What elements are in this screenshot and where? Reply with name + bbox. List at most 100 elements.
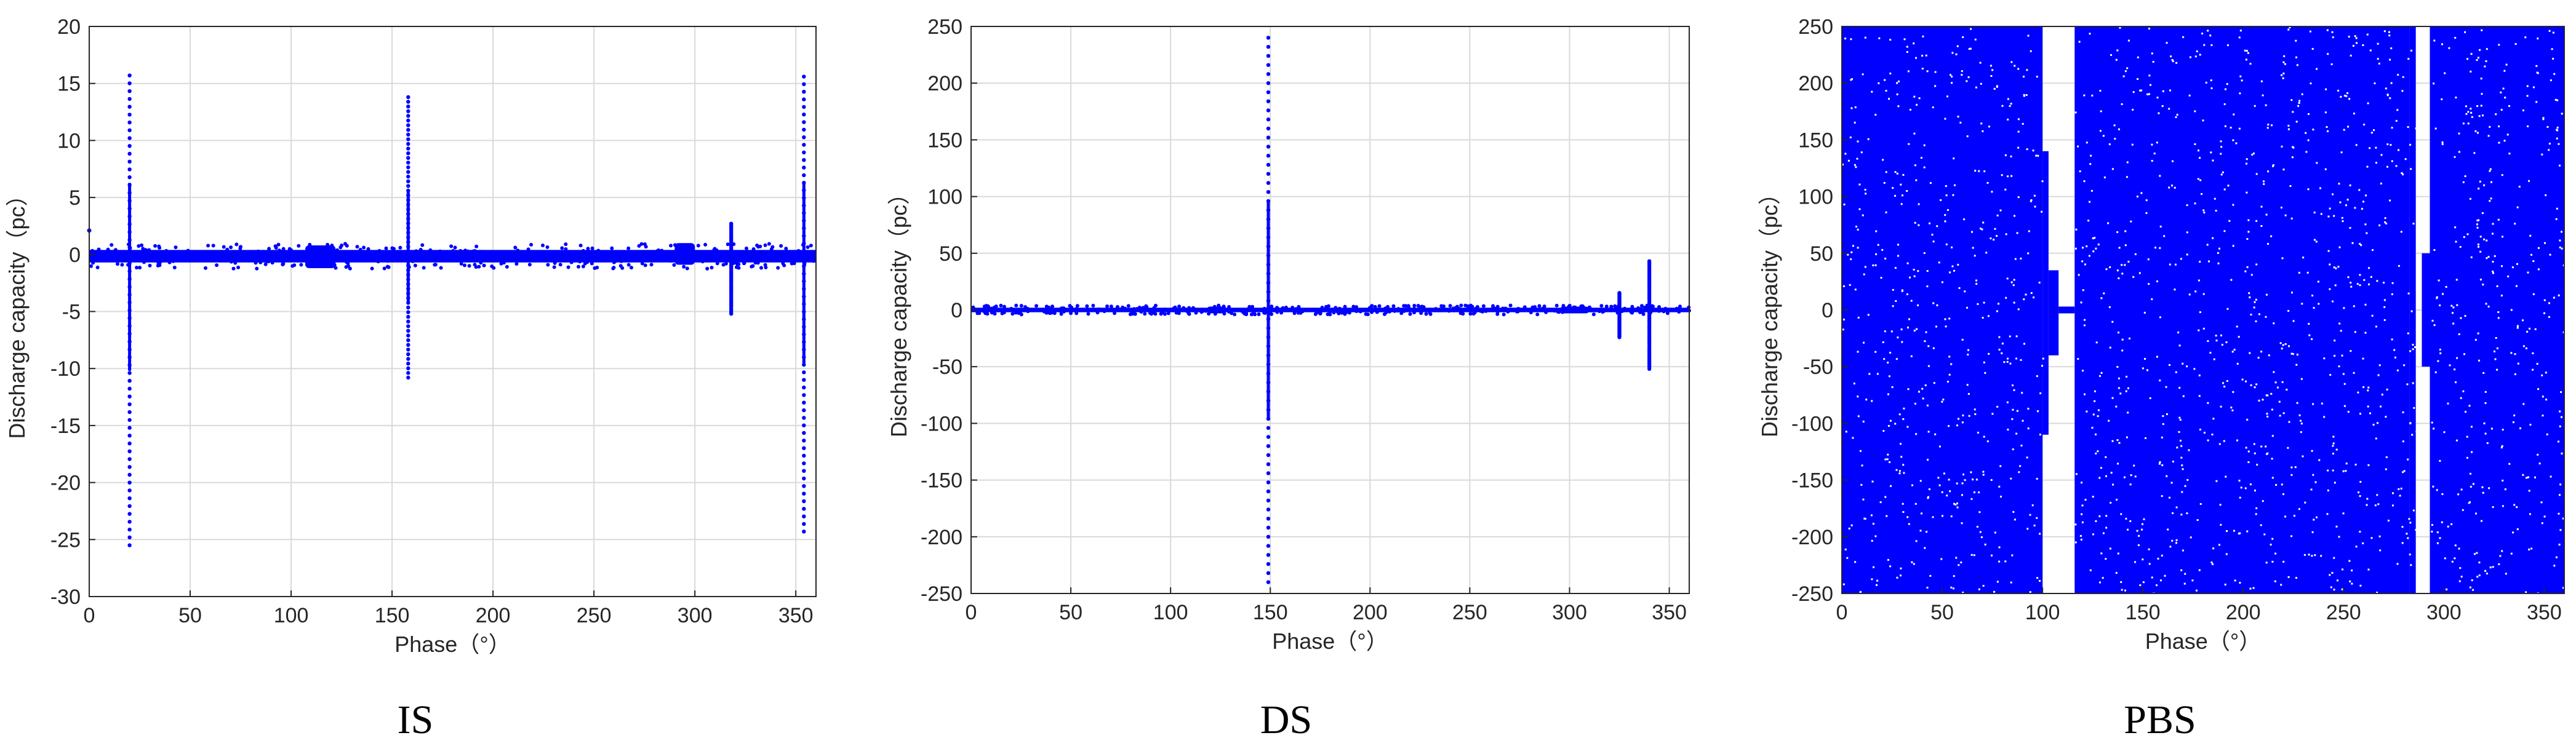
noise-point <box>1463 303 1468 308</box>
noise-point <box>270 261 274 265</box>
speckle <box>1887 362 1889 364</box>
speckle <box>2256 464 2258 466</box>
speckle <box>2439 459 2441 462</box>
noise-point <box>1049 311 1054 315</box>
speckle <box>2304 501 2306 504</box>
noise-point <box>202 256 207 260</box>
speckle <box>1980 536 1983 538</box>
noise-point <box>649 263 654 267</box>
speckle <box>2484 569 2487 572</box>
speckle <box>2338 536 2340 538</box>
speckle <box>2463 236 2465 238</box>
spike-point <box>127 237 132 242</box>
speckle <box>2194 290 2197 293</box>
speckle <box>1942 399 1945 401</box>
speckle <box>2532 86 2535 89</box>
data-region-1 <box>2042 151 2049 435</box>
speckle <box>1964 290 1966 293</box>
speckle <box>2175 542 2177 544</box>
speckle <box>2514 373 2516 375</box>
speckle <box>2136 530 2138 532</box>
speckle <box>2339 201 2342 204</box>
noise-point <box>1332 311 1336 315</box>
noise-point <box>334 266 338 270</box>
speckle <box>2403 364 2406 367</box>
speckle <box>2151 160 2153 162</box>
spike-point <box>406 319 410 323</box>
speckle <box>2381 394 2383 396</box>
noise-point <box>1191 306 1195 310</box>
speckle <box>1923 144 1926 146</box>
data-series <box>87 73 816 547</box>
speckle <box>1903 38 1906 41</box>
spike-point <box>802 82 806 87</box>
speckle <box>1970 498 1973 500</box>
speckle <box>2220 523 2222 526</box>
speckle <box>2189 56 2191 58</box>
speckle <box>2118 128 2120 130</box>
spike-point <box>127 434 132 438</box>
noise-point <box>172 266 177 269</box>
speckle <box>2402 76 2404 78</box>
speckle <box>2284 214 2287 216</box>
x-tick-label: 350 <box>1652 601 1687 624</box>
speckle <box>2270 544 2272 546</box>
noise-point <box>1554 303 1559 308</box>
speckle <box>1982 221 1985 224</box>
speckle <box>2332 36 2334 39</box>
speckle <box>2178 416 2181 419</box>
noise-point <box>1217 303 1221 308</box>
speckle <box>2234 579 2236 582</box>
noise-point <box>186 255 191 260</box>
speckle <box>1900 328 1903 331</box>
speckle <box>2000 496 2002 498</box>
speckle <box>2039 392 2042 394</box>
speckle <box>2172 160 2174 162</box>
speckle <box>1918 97 1921 100</box>
speckle <box>1978 170 1980 172</box>
speckle <box>2300 419 2302 422</box>
noise-point <box>414 249 418 253</box>
speckle <box>1919 480 1922 482</box>
speckle <box>1913 42 1915 45</box>
speckle <box>2302 256 2305 259</box>
speckle <box>2383 319 2386 321</box>
spike-point <box>802 256 806 261</box>
speckle <box>2494 350 2495 352</box>
speckle <box>1948 425 1950 427</box>
speckle <box>2023 343 2025 345</box>
speckle <box>1897 255 1899 257</box>
spike-point <box>1266 326 1271 330</box>
speckle <box>2290 99 2293 101</box>
speckle <box>2091 427 2094 429</box>
speckle <box>1854 106 1857 108</box>
speckle <box>2030 50 2032 52</box>
speckle <box>2116 269 2119 272</box>
spike-point <box>802 431 806 435</box>
noise-point <box>611 266 615 271</box>
speckle <box>2112 483 2114 486</box>
speckle <box>2129 337 2130 339</box>
spike-point <box>802 469 806 473</box>
speckle <box>2098 477 2101 479</box>
speckle <box>2478 115 2481 117</box>
noise-point <box>755 244 759 247</box>
speckle <box>2359 495 2361 498</box>
noise-point <box>1396 307 1401 311</box>
speckle <box>1941 491 1943 493</box>
speckle <box>1945 185 1947 187</box>
speckle <box>2549 253 2551 256</box>
speckle <box>2010 103 2012 105</box>
speckle <box>2402 471 2404 474</box>
spike-point <box>127 323 132 328</box>
speckle <box>2282 493 2284 495</box>
speckle <box>1927 345 1930 347</box>
speckle <box>2332 193 2334 196</box>
spike-point <box>127 535 132 539</box>
spike-point <box>1266 534 1271 539</box>
speckle <box>1902 194 1903 197</box>
speckle <box>2176 446 2178 449</box>
speckle <box>1962 474 1964 475</box>
speckle <box>2109 346 2111 349</box>
speckle <box>2250 274 2253 276</box>
